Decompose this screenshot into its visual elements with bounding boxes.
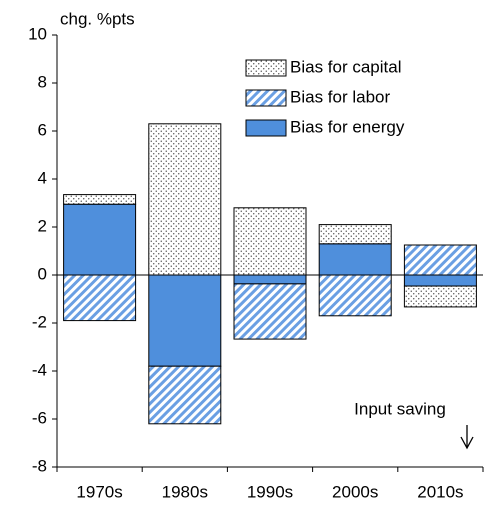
bar-segment <box>403 274 477 287</box>
annotation: Input saving <box>354 399 446 418</box>
bar-segment <box>63 203 137 276</box>
y-tick-label: -4 <box>32 360 47 379</box>
legend-label: Bias for labor <box>290 87 390 106</box>
y-tick-label: 10 <box>28 24 47 43</box>
legend-label: Bias for energy <box>290 117 405 136</box>
y-tick-label: 4 <box>38 168 47 187</box>
bar-segment <box>233 207 307 276</box>
bar-segment <box>233 274 307 285</box>
bar-segment <box>318 274 392 317</box>
bar-segment <box>148 274 222 367</box>
x-tick-label: 1990s <box>247 482 293 501</box>
legend-swatch <box>245 119 287 137</box>
legend-swatch <box>245 89 287 107</box>
y-tick-label: -8 <box>32 456 47 475</box>
bar-segment <box>233 283 307 340</box>
legend-label: Bias for capital <box>290 57 402 76</box>
x-tick-label: 1980s <box>162 482 208 501</box>
bar-segment <box>63 274 137 322</box>
x-tick-label: 2010s <box>417 482 463 501</box>
y-tick-label: 0 <box>38 264 47 283</box>
x-tick-label: 1970s <box>76 482 122 501</box>
bar-segment <box>403 244 477 276</box>
bar-segment <box>148 365 222 425</box>
arrow-head <box>460 436 474 450</box>
y-tick-label: 6 <box>38 120 47 139</box>
bar-segment <box>63 194 137 205</box>
bar-segment <box>318 243 392 276</box>
y-tick-label: 8 <box>38 72 47 91</box>
x-tick-label: 2000s <box>332 482 378 501</box>
y-tick-label: 2 <box>38 216 47 235</box>
bar-segment <box>148 123 222 276</box>
legend-swatch <box>245 59 287 77</box>
bar-segment <box>403 285 477 308</box>
y-axis-label: chg. %pts <box>60 9 135 28</box>
y-tick-label: -6 <box>32 408 47 427</box>
y-tick-label: -2 <box>32 312 47 331</box>
bar-segment <box>318 224 392 245</box>
